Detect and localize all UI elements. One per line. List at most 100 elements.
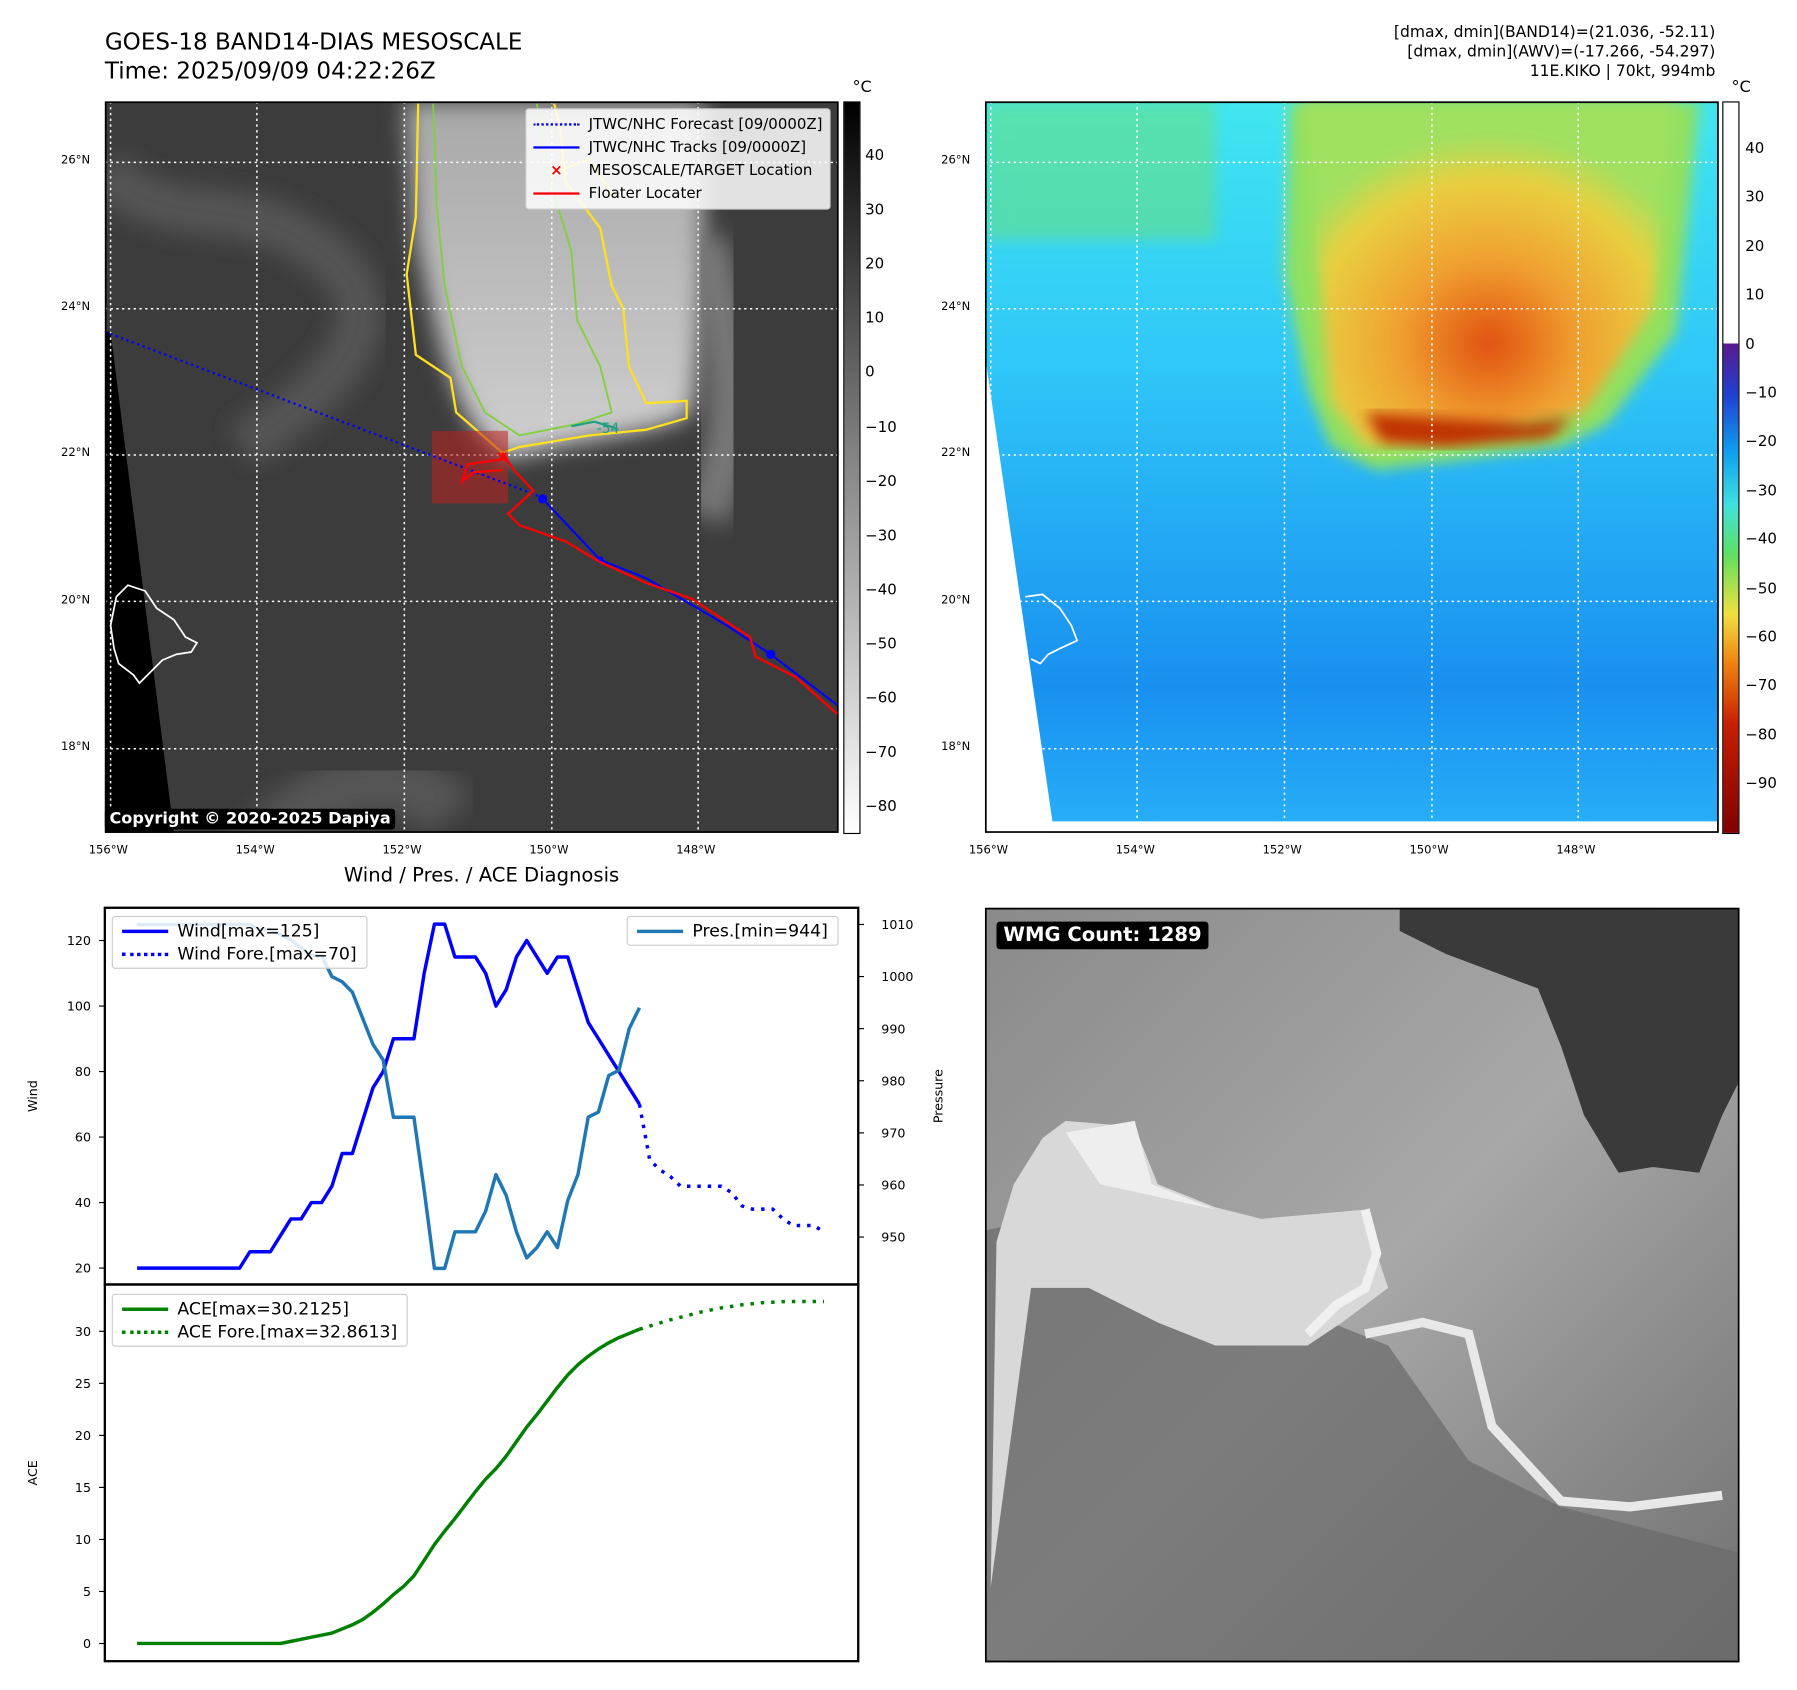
left-colorbar — [843, 101, 861, 835]
colorbar-tick-label: 20 — [865, 255, 885, 274]
map-frame — [104, 101, 839, 833]
lat-label: 22°N — [941, 447, 971, 461]
legend-ace-forecast: ACE Fore.[max=32.8613] — [122, 1320, 397, 1343]
lat-label: 18°N — [941, 740, 971, 754]
colorbar-tick-label: −30 — [865, 527, 897, 545]
lat-label: 18°N — [61, 740, 91, 754]
bottom-ytick-label: 5 — [83, 1584, 91, 1599]
top-y2tick-label: 990 — [881, 1021, 905, 1036]
moist-patch — [984, 101, 1216, 240]
map-frame — [984, 101, 1719, 833]
bottom-ytick-label: 20 — [75, 1428, 91, 1443]
colorbar-tick-label: 10 — [1745, 287, 1765, 305]
figure-time: Time: 2025/09/09 04:22:26Z — [104, 56, 436, 85]
dotted-line-icon — [122, 952, 169, 956]
top-ytick-label: 40 — [75, 1195, 91, 1210]
top-y2tick-label: 1010 — [881, 917, 913, 932]
colorbar-tick-label: −70 — [865, 744, 897, 762]
lat-label: 22°N — [61, 447, 91, 461]
colorbar-tick-label: 30 — [1745, 189, 1765, 207]
lat-label: 24°N — [61, 300, 91, 314]
lon-label: 148°W — [676, 844, 716, 858]
colorbar-tick-label: −20 — [865, 473, 897, 491]
colorbar-tick-label: 20 — [1745, 238, 1765, 256]
dotted-line-icon — [122, 1329, 169, 1334]
no-data-strip — [984, 821, 1719, 833]
colorbar-tick-label: −40 — [865, 581, 897, 599]
legend-label: Floater Locater — [588, 184, 702, 203]
top-ytick-label: 80 — [75, 1064, 91, 1079]
pressure-legend: Pres.[min=944] — [626, 915, 839, 946]
floater-box — [431, 430, 509, 504]
right-colorbar — [1722, 101, 1740, 835]
solid-line-icon — [637, 929, 684, 933]
hawaii-coastline — [109, 584, 199, 685]
contour-teal — [571, 420, 618, 430]
top-ylabel: Wind — [25, 1080, 40, 1112]
legend-label: ACE[max=30.2125] — [177, 1298, 349, 1320]
lon-label: 150°W — [1409, 844, 1449, 858]
ace-legend: ACE[max=30.2125] ACE Fore.[max=32.8613] — [111, 1293, 408, 1347]
top-y2label: Pressure — [930, 1069, 945, 1123]
lon-label: 156°W — [968, 844, 1008, 858]
left-colorbar-unit: °C — [852, 78, 872, 97]
legend-tracks: JTWC/NHC Tracks [09/0000Z] — [533, 136, 822, 159]
lat-label: 20°N — [61, 593, 91, 607]
forecast-track — [104, 330, 547, 500]
lat-label: 26°N — [941, 154, 971, 168]
bright-line — [1364, 1317, 1723, 1512]
legend-forecast: JTWC/NHC Forecast [09/0000Z] — [533, 113, 823, 136]
colorbar-tick-label: −50 — [865, 635, 897, 654]
lon-label: 152°W — [382, 844, 422, 858]
copyright: Copyright © 2020-2025 Dapiya — [104, 808, 396, 830]
legend-label: Wind[max=125] — [177, 920, 320, 942]
cloud-band — [104, 153, 383, 467]
top-series-pres- — [137, 922, 642, 1271]
colorbar-tick-label: −10 — [1745, 384, 1777, 403]
legend-label: Wind Fore.[max=70] — [177, 943, 357, 965]
panel-frame — [984, 907, 1740, 1663]
colorbar-tick-label: 0 — [865, 364, 875, 382]
lat-label: 26°N — [61, 154, 91, 168]
colorbar-tick-label: −90 — [1745, 775, 1777, 793]
legend-target: × MESOSCALE/TARGET Location — [533, 159, 822, 182]
hawaii-coastline — [1025, 593, 1079, 665]
top-ytick-label: 120 — [67, 933, 91, 948]
lon-label: 154°W — [1115, 844, 1155, 858]
solid-line-icon — [122, 929, 169, 933]
top-series-wind-fore- — [637, 1103, 825, 1234]
storm-info: 11E.KIKO | 70kt, 994mb — [1529, 62, 1716, 81]
colorbar-tick-label: −20 — [1745, 433, 1777, 451]
top-y2tick-label: 970 — [881, 1125, 905, 1140]
colorbar-tick-label: −40 — [1745, 531, 1777, 549]
colorbar-tick-label: −50 — [1745, 580, 1777, 598]
awv-map — [984, 101, 1719, 833]
legend-label: ACE Fore.[max=32.8613] — [177, 1321, 398, 1343]
lon-label: 148°W — [1556, 844, 1596, 858]
legend-label: JTWC/NHC Forecast [09/0000Z] — [588, 115, 823, 134]
band14-range: [dmax, dmin](BAND14)=(21.036, -52.11) — [1393, 23, 1716, 42]
observed-track — [541, 498, 839, 708]
no-data-wedge — [104, 331, 174, 833]
top-ytick-label: 100 — [67, 999, 91, 1014]
legend-floater: Floater Locater — [533, 182, 822, 205]
dry-air-mass — [1301, 101, 1677, 447]
bottom-series-ace-fore- — [638, 1299, 825, 1331]
bottom-series-ace — [137, 1327, 641, 1646]
lon-label: 154°W — [235, 844, 275, 858]
legend-pressure: Pres.[min=944] — [637, 919, 828, 942]
cloud-outflow — [681, 234, 754, 527]
lon-label: 150°W — [529, 844, 569, 858]
legend-wind-forecast: Wind Fore.[max=70] — [122, 942, 357, 965]
ir-map: -54 × — [104, 101, 839, 833]
top-ytick-label: 60 — [75, 1130, 91, 1145]
bottom-ytick-label: 30 — [75, 1324, 91, 1339]
top-y2tick-label: 950 — [881, 1230, 905, 1245]
floater-track — [501, 452, 839, 717]
wmg-panel — [984, 907, 1740, 1663]
colorbar-tick-label: −80 — [865, 798, 897, 816]
legend-label: Pres.[min=944] — [692, 920, 828, 942]
top-y2tick-label: 1000 — [881, 969, 913, 984]
cold-cloud-region — [1399, 907, 1740, 1173]
no-data-wedge — [984, 354, 1055, 833]
